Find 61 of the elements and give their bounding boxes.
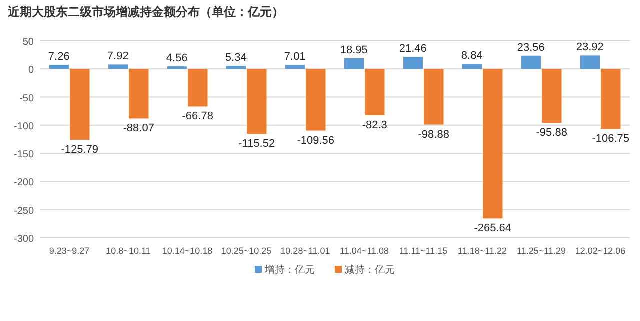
bar: [521, 56, 541, 70]
data-label: 23.56: [517, 42, 545, 54]
bar: [167, 66, 187, 70]
bar: [424, 69, 444, 125]
data-label: 8.84: [461, 50, 483, 62]
y-tick-label: 0: [28, 65, 34, 76]
data-label: 4.56: [166, 52, 188, 65]
data-label: -95.88: [536, 127, 568, 140]
data-label: 7.26: [48, 51, 70, 64]
y-tick-label: -50: [20, 93, 34, 104]
bar: [247, 69, 267, 134]
data-label: 23.92: [576, 42, 604, 54]
x-tick-label: 10.8~10.11: [106, 246, 151, 256]
y-tick-label: -300: [14, 234, 34, 245]
x-tick-label: 10.28~11.01: [280, 246, 330, 256]
bar: [226, 66, 246, 70]
bar: [580, 56, 600, 70]
data-label: 5.34: [225, 52, 247, 64]
bar: [344, 58, 364, 70]
bar: [306, 69, 326, 131]
data-label: -98.88: [418, 128, 450, 141]
data-label: -82.3: [362, 119, 388, 132]
x-tick-label: 11.11~11.15: [399, 246, 448, 256]
x-tick-label: 12.02~12.06: [575, 246, 626, 256]
y-tick-label: -150: [14, 150, 34, 161]
x-tick-label: 11.25~11.29: [517, 246, 566, 256]
x-tick-label: 11.04~11.08: [340, 246, 389, 256]
y-tick-label: -100: [14, 121, 34, 132]
bar: [483, 69, 503, 219]
data-label: 21.46: [399, 43, 427, 56]
data-label: -115.52: [238, 138, 276, 150]
y-tick-label: 50: [22, 37, 34, 48]
x-tick-label: 11.18~11.22: [458, 246, 507, 256]
bar: [542, 69, 562, 124]
y-tick-label: -250: [14, 206, 34, 217]
data-label: -125.79: [61, 144, 99, 156]
bar: [70, 69, 90, 140]
bar: [462, 64, 482, 70]
x-tick-label: 10.25~10.25: [221, 246, 272, 256]
bar: [365, 69, 385, 116]
bar: [403, 57, 423, 70]
legend-label: 减持：亿元: [345, 264, 395, 276]
chart-title: 近期大股东二级市场增减持金额分布（单位：亿元）: [7, 5, 284, 19]
bar: [129, 69, 149, 119]
data-label: -66.78: [182, 110, 214, 123]
x-tick-label: 10.14~10.18: [162, 246, 213, 256]
data-label: 7.92: [107, 50, 129, 63]
bar: [285, 65, 305, 70]
data-label: -88.07: [123, 122, 154, 135]
data-label: -106.75: [592, 133, 630, 146]
bar: [601, 69, 621, 130]
x-tick-label: 9.23~9.27: [49, 246, 90, 256]
bar: [188, 69, 208, 107]
data-label: 18.95: [340, 44, 368, 56]
legend-label: 增持：亿元: [264, 264, 315, 276]
data-label: 7.01: [284, 51, 306, 64]
bar: [108, 64, 128, 70]
bar: [49, 65, 69, 70]
data-label: -109.56: [297, 134, 335, 147]
data-label: -265.64: [474, 222, 512, 235]
y-tick-label: -200: [14, 178, 34, 189]
